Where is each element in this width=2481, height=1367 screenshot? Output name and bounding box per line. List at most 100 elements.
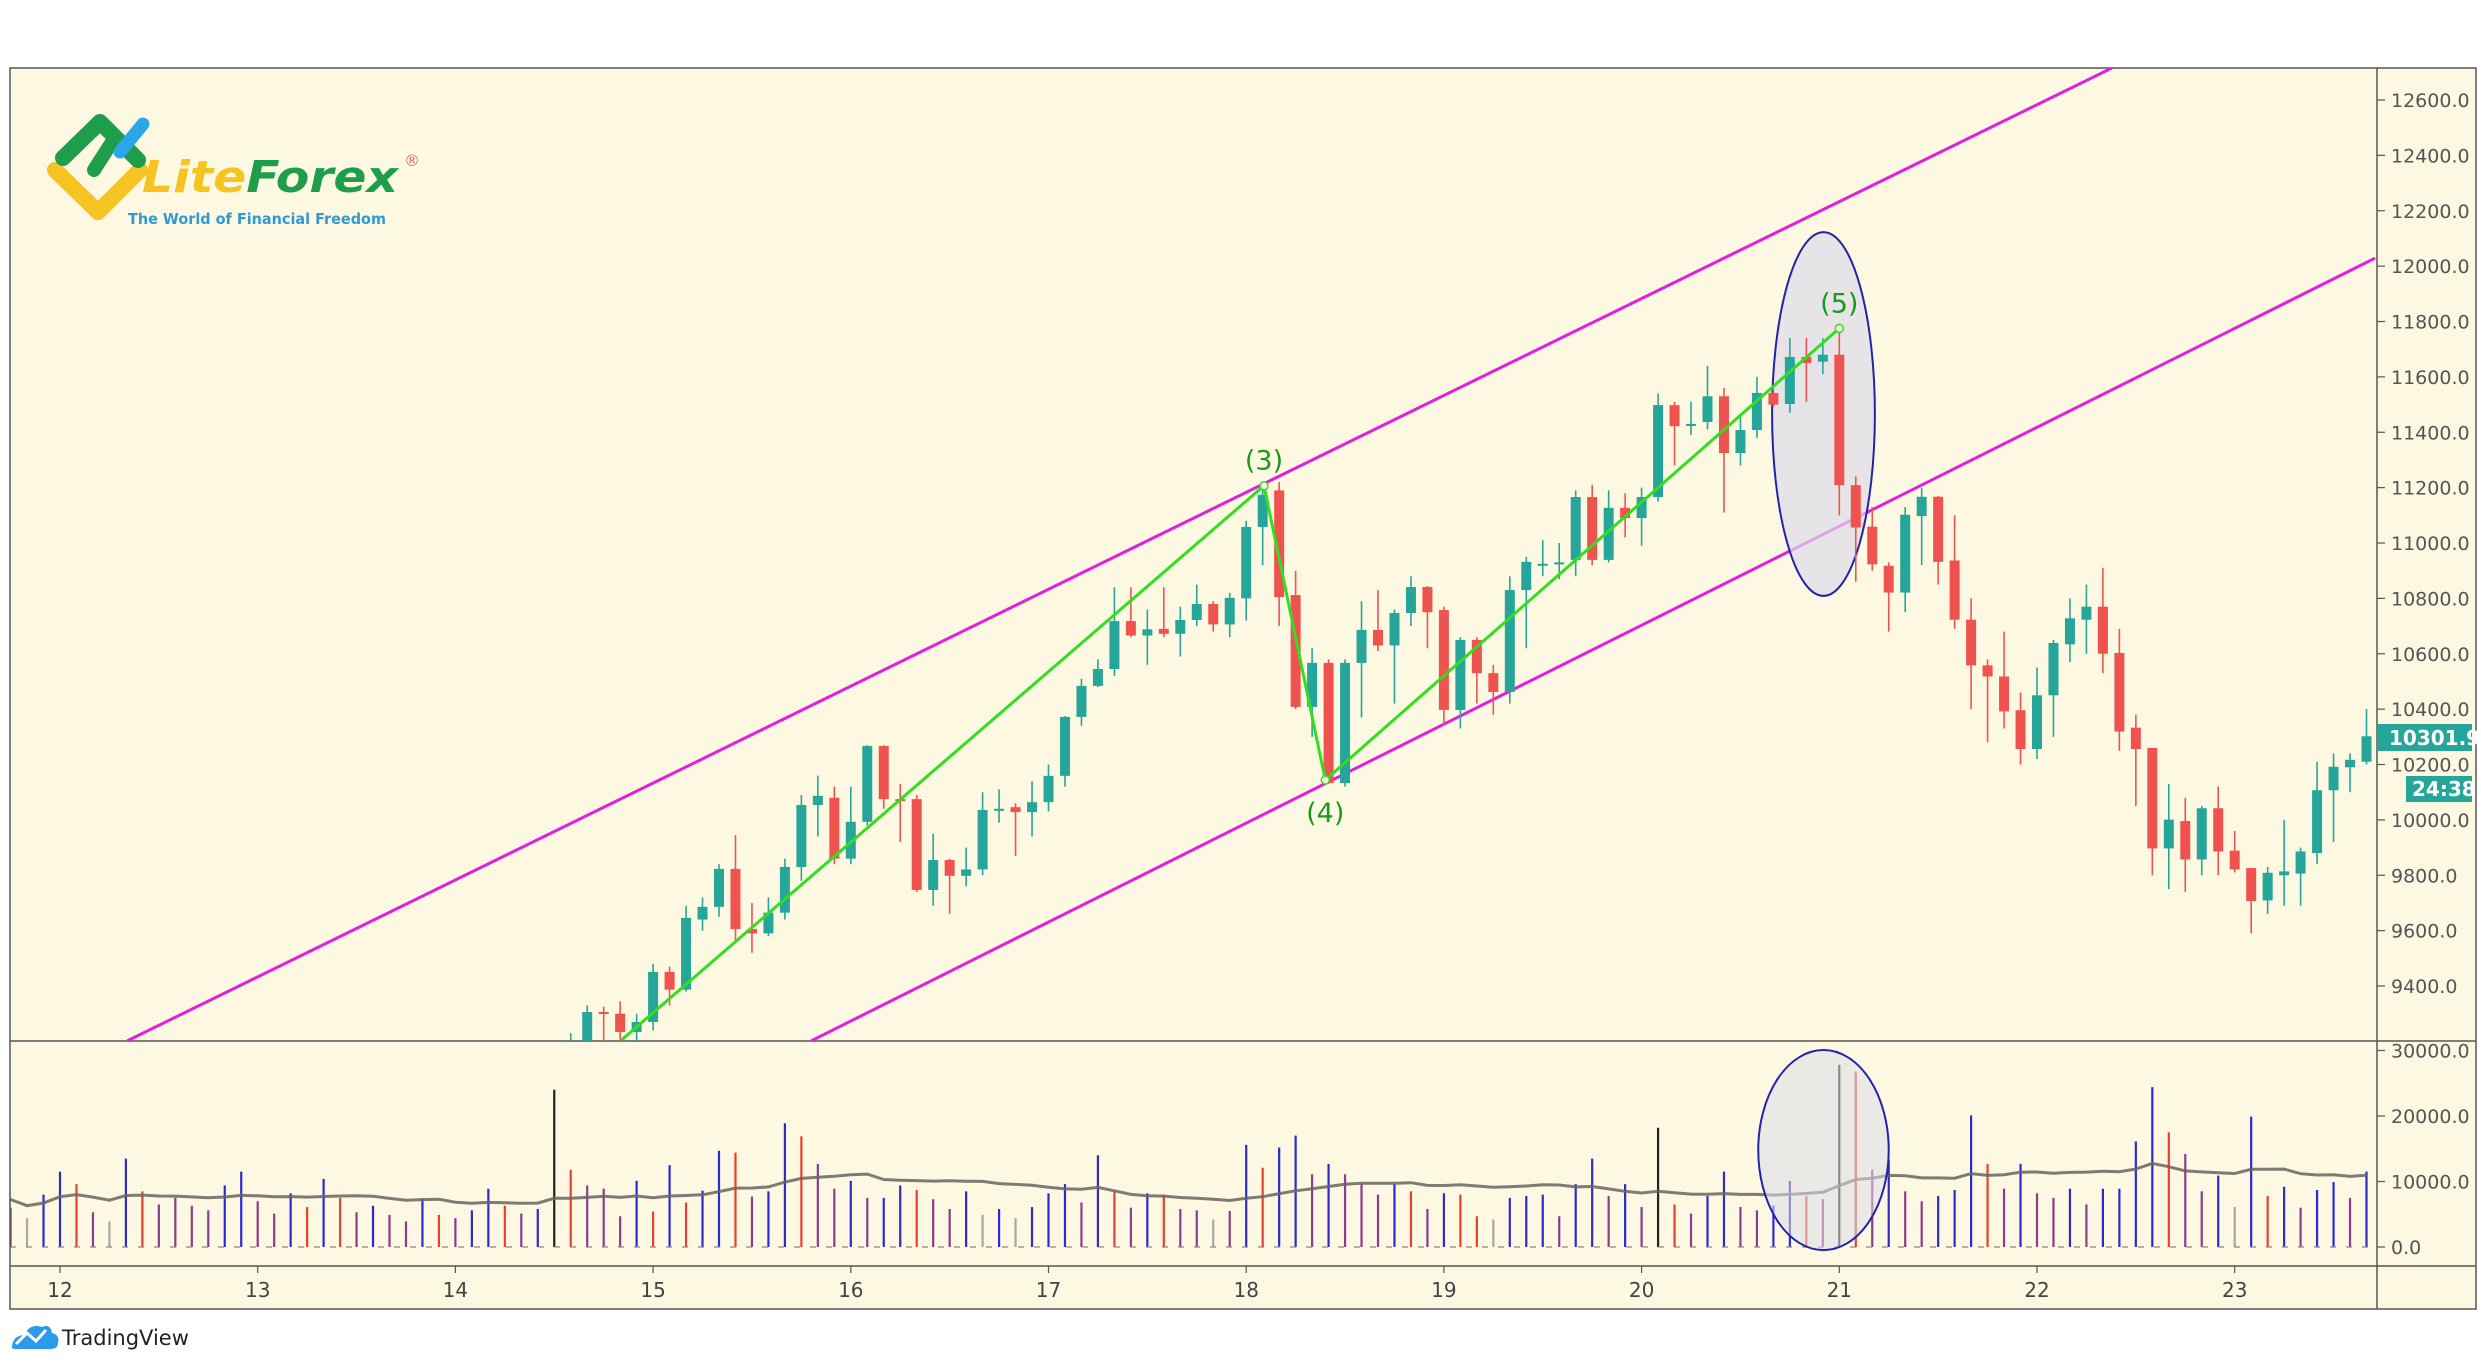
candle — [1373, 590, 1383, 651]
candle — [2213, 786, 2224, 876]
candle — [2097, 567, 2108, 674]
candle — [697, 897, 708, 931]
candle-body — [2064, 618, 2075, 645]
price-tick-label: 10600.0 — [2391, 644, 2470, 666]
candle — [1966, 598, 1977, 710]
candle — [977, 792, 988, 876]
candle — [2279, 819, 2290, 906]
time-tick-label: 17 — [1036, 1278, 1061, 1302]
wave-point-marker — [1834, 323, 1845, 334]
candle — [763, 897, 774, 937]
candle-body — [1290, 595, 1301, 707]
candle-body — [598, 1012, 609, 1015]
candle-body — [977, 809, 988, 870]
volume-pane — [10, 1049, 2377, 1252]
candle-body — [961, 869, 972, 876]
chart-frame — [9, 67, 2477, 1310]
candle — [1208, 601, 1219, 632]
logo-text-lite: Lite — [142, 152, 246, 203]
candle — [1175, 606, 1186, 657]
candle-body — [1916, 496, 1927, 517]
candle-body — [1010, 807, 1021, 813]
candle — [1784, 338, 1795, 413]
candle-body — [1702, 396, 1713, 423]
price-pane — [569, 324, 2372, 1041]
candle-body — [1900, 514, 1911, 593]
time-tick-label: 12 — [47, 1278, 72, 1302]
candle-body — [1274, 490, 1285, 597]
candle-body — [1883, 565, 1894, 593]
volume-tick-label: 0.0 — [2391, 1237, 2421, 1259]
candle — [1076, 678, 1087, 726]
candle — [862, 745, 873, 826]
candle — [928, 833, 939, 906]
volume-tick-label: 20000.0 — [2391, 1106, 2470, 1128]
candle — [714, 864, 724, 917]
price-tick-label: 11200.0 — [2391, 478, 2470, 500]
candle-body — [1982, 665, 1993, 677]
time-tick-label: 14 — [443, 1278, 468, 1302]
tradingview-brand[interactable]: TradingView — [12, 1325, 189, 1350]
candle — [1323, 659, 1334, 784]
candle-body — [2312, 790, 2323, 854]
candle-body — [1027, 802, 1038, 813]
logo-registered-mark: ® — [404, 151, 420, 170]
candle-body — [1191, 603, 1202, 620]
time-tick-label: 20 — [1629, 1278, 1654, 1302]
candle-body — [2130, 727, 2141, 750]
candle — [1916, 487, 1927, 566]
liteforex-logo-mark-icon — [47, 114, 150, 220]
candle — [730, 835, 741, 942]
candle-body — [1109, 621, 1120, 669]
candle-body — [1323, 662, 1334, 784]
candle — [1768, 387, 1779, 408]
wave-point-marker — [1259, 480, 1269, 491]
candle-body — [1356, 629, 1367, 663]
logo-tagline: The World of Financial Freedom — [128, 210, 386, 228]
price-tick-label: 12400.0 — [2391, 145, 2470, 167]
candle — [1537, 540, 1548, 577]
candle-body — [697, 906, 708, 920]
candle — [2262, 866, 2273, 915]
candle-body — [1389, 613, 1400, 646]
time-tick-label: 19 — [1431, 1278, 1456, 1302]
candle — [812, 775, 823, 837]
candle-body — [1488, 673, 1499, 692]
elliott-wave-group: (3) (4) (5) — [620, 288, 1858, 1041]
candle — [1043, 764, 1054, 812]
candle — [598, 1006, 609, 1041]
candle-body — [1801, 356, 1812, 364]
candle — [681, 905, 692, 992]
candle-body — [1224, 597, 1235, 625]
candle — [2345, 753, 2356, 793]
candle-body — [1076, 685, 1087, 717]
candle — [829, 786, 840, 865]
candle-body — [1768, 392, 1779, 405]
candle-body — [1158, 628, 1169, 634]
candle — [796, 794, 807, 881]
time-tick-label: 18 — [1233, 1278, 1258, 1302]
candle-body — [2147, 747, 2158, 849]
candle-body — [730, 868, 741, 929]
wave-label: (4) — [1306, 798, 1344, 829]
candle — [2163, 783, 2174, 890]
candle — [1027, 781, 1038, 837]
candle-body — [1669, 405, 1680, 427]
candle-body — [862, 745, 873, 822]
tradingview-label: TradingView — [61, 1326, 189, 1350]
candle-body — [1471, 639, 1482, 674]
chart-background — [10, 68, 2476, 1309]
candle-body — [1751, 392, 1762, 431]
candle-body — [2213, 808, 2224, 852]
candle-body — [1718, 396, 1729, 454]
candle-body — [2229, 850, 2240, 870]
candle — [944, 858, 955, 915]
candle — [1636, 487, 1647, 546]
candle-body — [2246, 868, 2257, 902]
candle-body — [681, 917, 692, 990]
candle — [2229, 830, 2240, 873]
volume-ma-line — [10, 1161, 2367, 1208]
wave-label: (5) — [1820, 288, 1858, 319]
candle — [1488, 664, 1499, 715]
candle — [1702, 365, 1713, 430]
